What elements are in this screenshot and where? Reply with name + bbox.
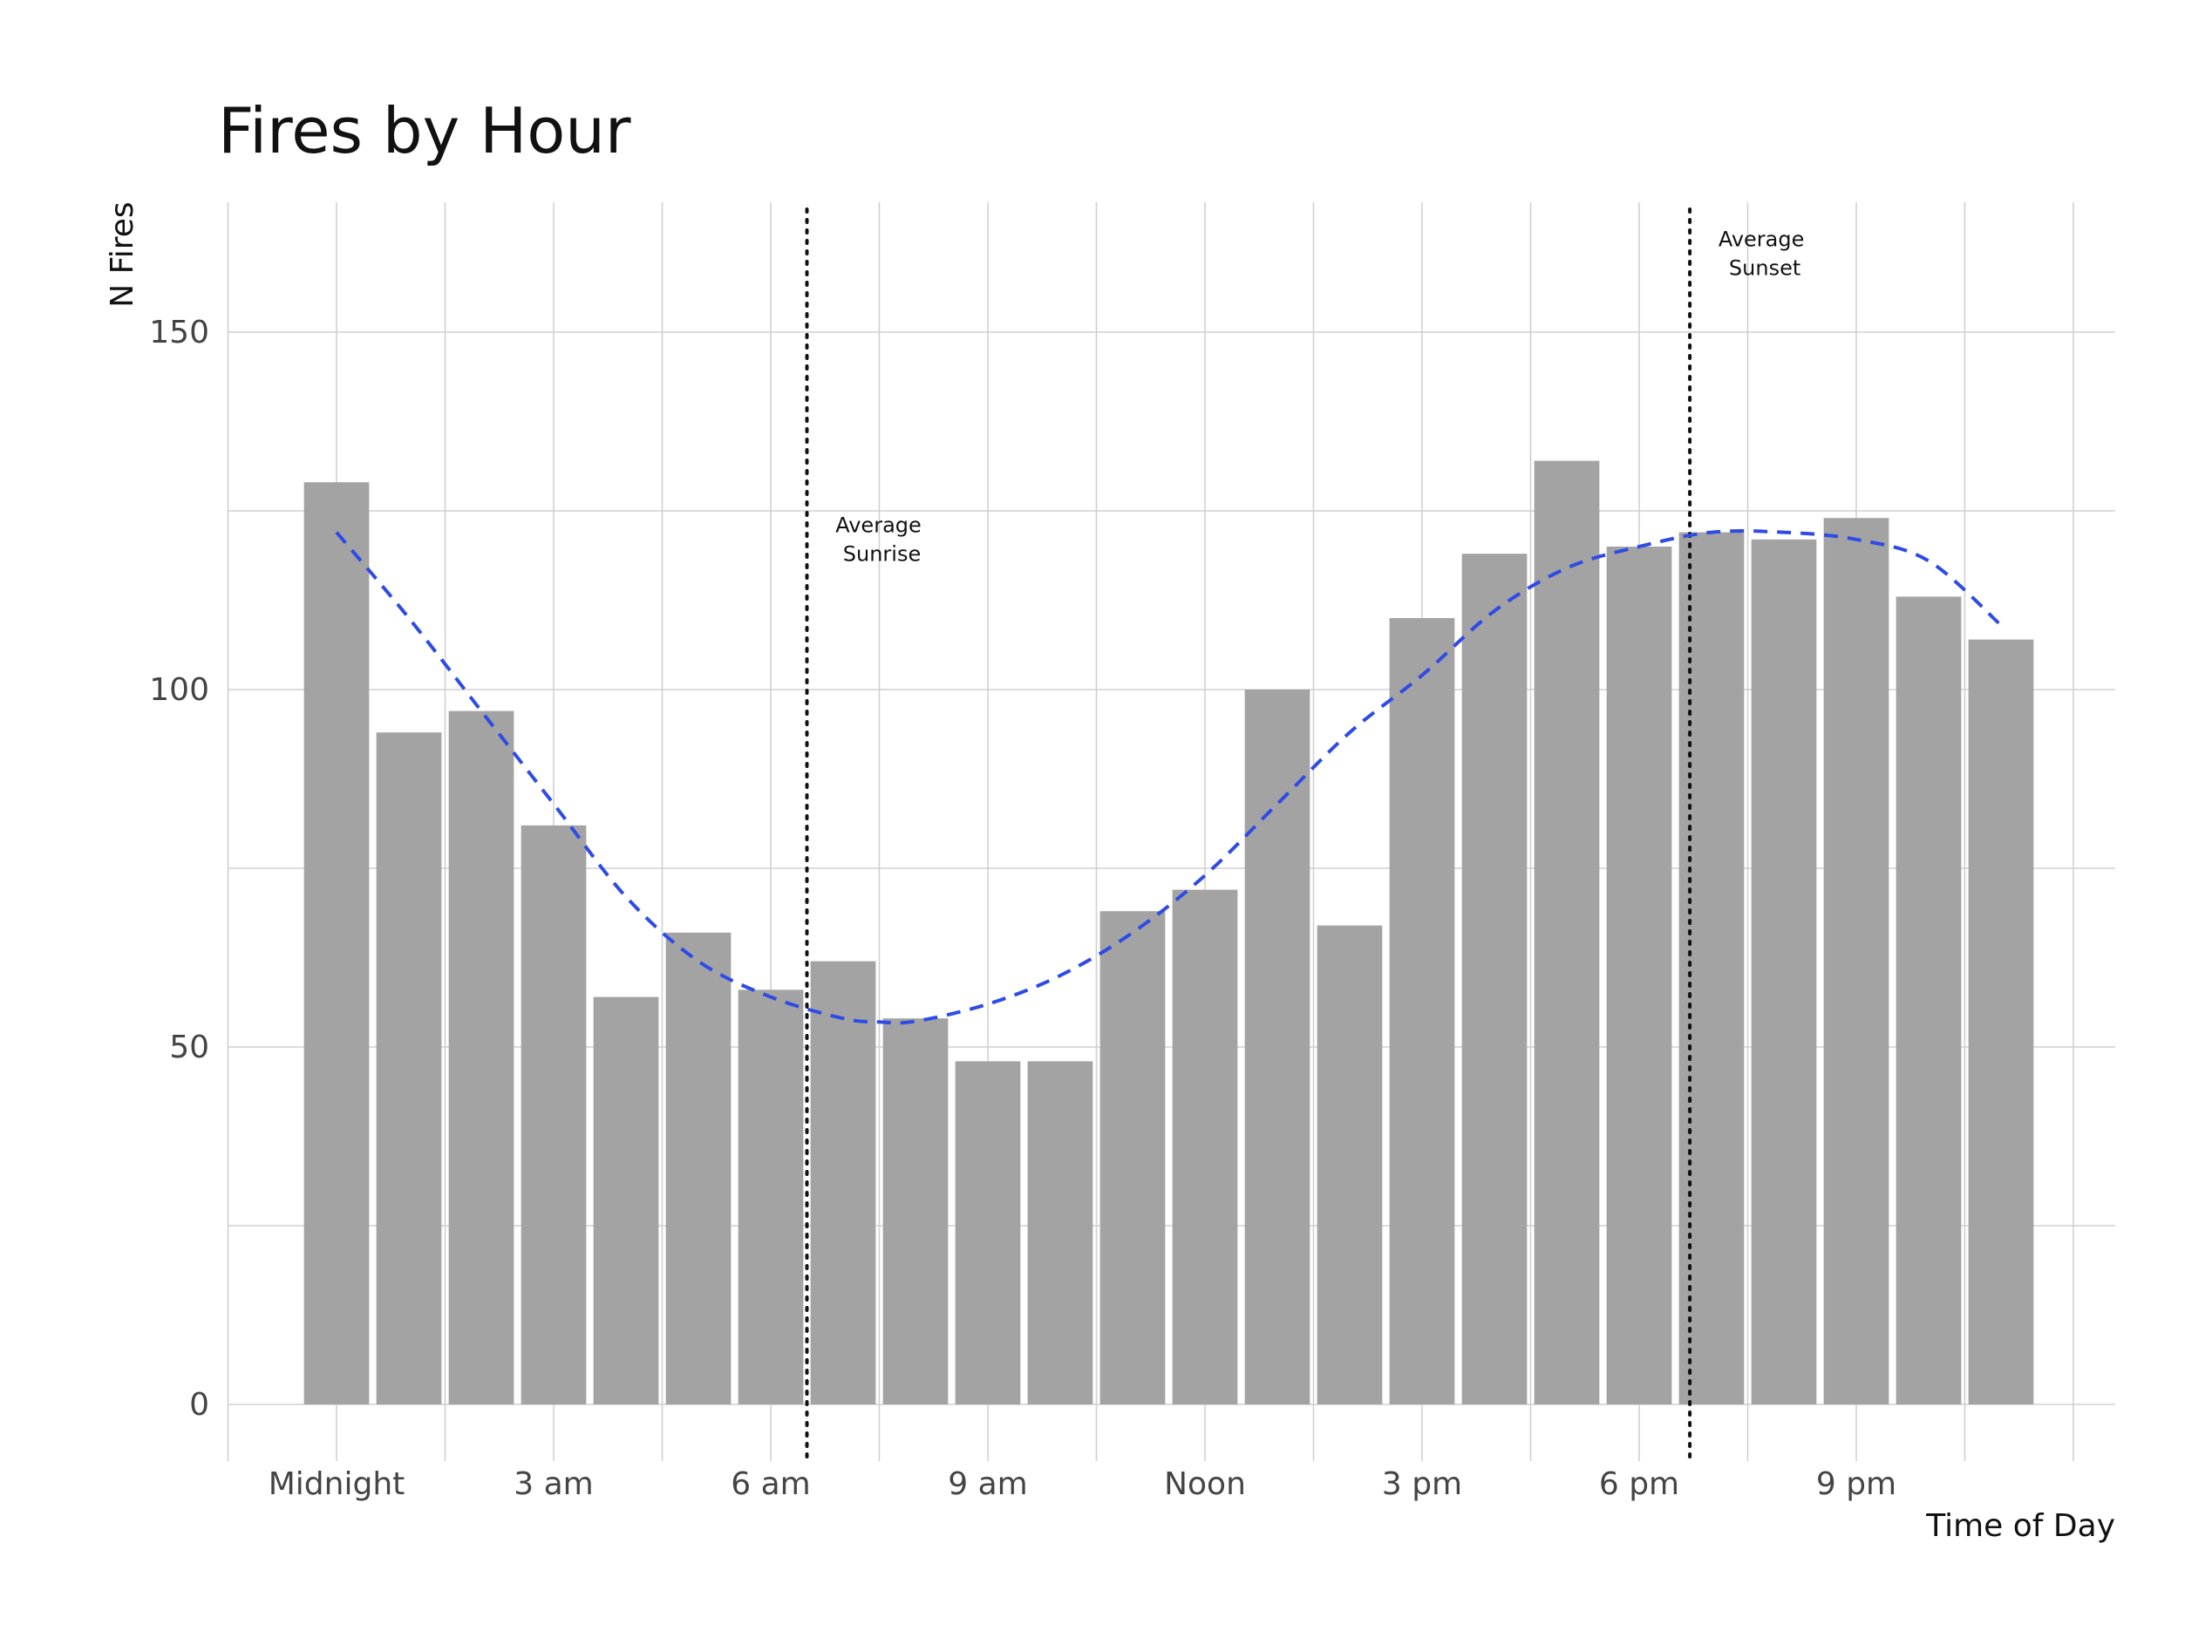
bar-hour-2 xyxy=(448,710,514,1404)
bar-hour-13 xyxy=(1244,690,1310,1404)
bar-hour-19 xyxy=(1678,532,1745,1404)
x-tick-label: 9 am xyxy=(948,1466,1027,1502)
bar-hour-20 xyxy=(1751,539,1817,1404)
average-sunset-label-line2: Sunset xyxy=(1729,255,1800,280)
smooth-trend-line xyxy=(335,529,2003,1025)
average-sunrise-label-line2: Sunrise xyxy=(843,541,921,566)
chart-title: Fires by Hour xyxy=(218,94,631,167)
x-tick-label: 3 am xyxy=(514,1466,593,1502)
y-tick-label: 0 xyxy=(189,1387,209,1423)
bar-hour-10 xyxy=(1027,1061,1093,1404)
reference-lines: Average Sunrise Average Sunset xyxy=(805,207,1805,1463)
y-tick-label: 100 xyxy=(149,672,209,708)
bar-hour-1 xyxy=(376,732,442,1404)
bar-hour-14 xyxy=(1317,925,1383,1404)
x-tick-label: 6 pm xyxy=(1599,1466,1679,1502)
x-tick-label: 9 pm xyxy=(1816,1466,1896,1502)
y-axis-title: N Fires xyxy=(105,201,140,307)
y-tick-label: 50 xyxy=(169,1030,209,1065)
bar-hour-4 xyxy=(593,996,659,1404)
x-tick-label: 3 pm xyxy=(1382,1466,1462,1502)
x-axis-title: Time of Day xyxy=(1925,1508,2115,1544)
bar-hour-8 xyxy=(882,1018,949,1404)
bar-hour-15 xyxy=(1389,618,1455,1404)
average-sunset-label-line1: Average xyxy=(1719,228,1805,252)
x-tick-label: Midnight xyxy=(269,1466,405,1502)
bar-hour-17 xyxy=(1534,460,1600,1404)
y-axis-ticks: 0 50 100 150 xyxy=(149,315,209,1423)
bar-hour-7 xyxy=(810,961,876,1404)
bars xyxy=(303,460,2034,1405)
x-axis-ticks: Midnight 3 am 6 am 9 am Noon 3 pm 6 pm 9 pm xyxy=(269,1466,1896,1502)
bar-hour-12 xyxy=(1172,889,1238,1404)
bar-hour-3 xyxy=(521,825,587,1404)
bar-hour-23 xyxy=(1968,639,2034,1404)
bar-hour-11 xyxy=(1099,911,1166,1404)
bar-hour-5 xyxy=(665,932,732,1404)
bar-hour-18 xyxy=(1606,547,1672,1404)
y-tick-label: 150 xyxy=(149,315,209,350)
bar-hour-6 xyxy=(738,989,804,1404)
bar-hour-0 xyxy=(303,482,370,1405)
bar-hour-9 xyxy=(955,1061,1021,1404)
average-sunrise-label-line1: Average xyxy=(835,513,922,538)
x-tick-label: Noon xyxy=(1164,1466,1246,1502)
x-tick-label: 6 am xyxy=(731,1466,810,1502)
bar-hour-22 xyxy=(1896,596,1962,1404)
bar-hour-16 xyxy=(1461,554,1528,1404)
bar-hour-21 xyxy=(1823,518,1889,1404)
